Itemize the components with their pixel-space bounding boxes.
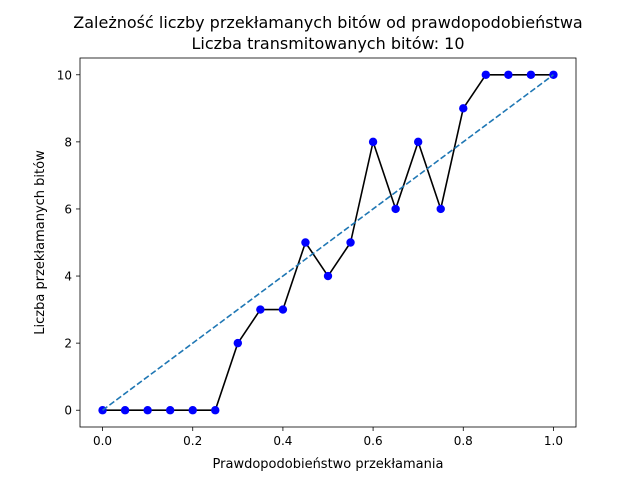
data-point-marker	[278, 305, 288, 314]
y-axis-label: Liczba przekłamanych bitów	[33, 150, 48, 335]
y-axis-ticks: 0 2 4 6 8 10	[57, 68, 80, 418]
x-tick-label: 0.2	[183, 434, 202, 448]
chart-subtitle: Liczba transmitowanych bitów: 10	[191, 34, 464, 53]
y-tick-label: 10	[57, 68, 72, 82]
data-point-marker	[301, 238, 310, 247]
reference-dashed-line	[102, 74, 554, 411]
x-tick-label: 0.4	[273, 434, 292, 448]
data-point-marker	[526, 70, 536, 79]
x-axis-label: Prawdopodobieństwo przekłamania	[213, 457, 444, 472]
y-tick-label: 8	[64, 135, 72, 149]
chart-title: Zależność liczby przekłamanych bitów od …	[73, 13, 582, 32]
data-point-marker	[165, 406, 175, 415]
x-axis-ticks: 0.0 0.2 0.4 0.6 0.8 1.0	[93, 427, 563, 448]
data-point-marker	[459, 104, 468, 113]
data-point-marker	[481, 70, 491, 79]
y-tick-label: 0	[64, 404, 72, 418]
plot-area	[98, 70, 558, 415]
data-point-marker	[211, 406, 220, 415]
data-point-marker	[368, 137, 378, 147]
data-point-marker	[188, 406, 197, 415]
data-point-marker	[323, 271, 333, 281]
data-point-marker	[413, 137, 423, 147]
data-point-marker	[120, 406, 130, 415]
y-tick-label: 6	[64, 202, 72, 216]
data-point-marker	[143, 406, 152, 415]
y-tick-label: 2	[64, 337, 72, 351]
x-tick-label: 0.0	[93, 434, 112, 448]
y-tick-label: 4	[64, 270, 72, 284]
data-point-marker	[256, 305, 265, 314]
x-tick-label: 0.6	[364, 434, 383, 448]
data-point-marker	[504, 70, 513, 79]
data-point-marker	[436, 204, 445, 214]
x-tick-label: 0.8	[454, 434, 473, 448]
data-point-marker	[391, 204, 400, 214]
axes-frame	[79, 57, 577, 428]
x-tick-label: 1.0	[544, 434, 563, 448]
data-point-marker	[233, 338, 243, 348]
data-point-marker	[346, 238, 355, 247]
